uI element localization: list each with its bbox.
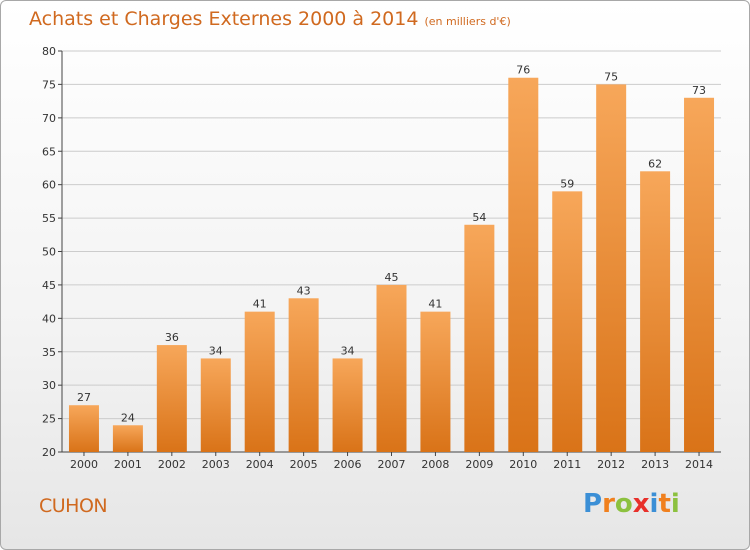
bar-value-label: 34 [209,344,223,357]
logo-letter: i [649,489,659,519]
x-tick-label: 2001 [114,458,142,471]
x-tick-label: 2011 [553,458,581,471]
chart-subtitle: (en milliers d'€) [424,15,511,28]
x-tick-label: 2002 [158,458,186,471]
bar-2007 [376,284,407,452]
x-tick-label: 2000 [70,458,98,471]
chart-title: Achats et Charges Externes 2000 à 2014 (e… [29,8,511,30]
y-tick-label: 70 [42,112,56,125]
x-tick-label: 2012 [597,458,625,471]
bar-value-label: 54 [472,211,486,224]
bar-value-label: 73 [692,84,706,97]
logo-letter: P [583,489,603,519]
x-tick-label: 2010 [509,458,537,471]
bar-value-label: 41 [428,298,442,311]
bar-2012 [596,84,627,453]
y-tick-label: 55 [42,212,56,225]
bar-value-label: 59 [560,177,574,190]
bar-2014 [684,97,715,453]
bar-2003 [200,358,231,452]
bar-2006 [332,358,363,452]
y-tick-label: 45 [42,279,56,292]
bar-2005 [288,298,319,452]
x-tick-label: 2013 [641,458,669,471]
y-tick-label: 30 [42,379,56,392]
logo-letter: i [670,489,680,519]
x-tick-label: 2008 [421,458,449,471]
y-tick-label: 75 [42,78,56,91]
bar-value-label: 27 [77,391,91,404]
bar-2001 [112,425,143,452]
bar-value-label: 41 [253,298,267,311]
bar-2004 [244,311,275,452]
x-tick-label: 2004 [246,458,274,471]
logo-letter: t [658,489,671,519]
y-tick-label: 65 [42,145,56,158]
bar-value-label: 76 [516,64,530,77]
bar-value-label: 62 [648,157,662,170]
bar-2002 [156,345,187,452]
y-tick-label: 40 [42,312,56,325]
logo-letter: x [632,489,650,519]
bar-value-label: 36 [165,331,179,344]
y-tick-label: 80 [42,45,56,58]
bars [68,77,715,453]
bar-2008 [420,311,451,452]
x-tick-label: 2009 [465,458,493,471]
logo-letter: o [614,489,633,519]
y-tick-label: 25 [42,413,56,426]
commune-name: CUHON [39,495,108,517]
bar-2000 [68,405,99,452]
x-tick-label: 2007 [378,458,406,471]
y-tick-label: 60 [42,179,56,192]
y-tick-label: 20 [42,446,56,459]
y-tick-label: 35 [42,346,56,359]
y-tick-label: 50 [42,246,56,259]
bar-2011 [552,191,583,452]
bar-value-label: 43 [297,284,311,297]
bar-2009 [464,224,495,452]
bar-value-label: 34 [341,344,355,357]
logo-letter: r [602,489,615,519]
bar-value-label: 24 [121,411,135,424]
proxiti-logo: Proxiti [583,489,680,519]
bar-value-label: 45 [385,271,399,284]
labels: 20 25 30 35 40 45 50 55 60 65 70 75 80 27 2000 24 2001 36… [42,45,713,471]
x-tick-label: 2014 [685,458,713,471]
x-tick-label: 2006 [334,458,362,471]
bar-value-label: 75 [604,70,618,83]
x-tick-label: 2005 [290,458,318,471]
chart-title-text: Achats et Charges Externes 2000 à 2014 [29,8,419,30]
bar-2013 [640,171,671,453]
bar-2010 [508,77,539,452]
x-tick-label: 2003 [202,458,230,471]
